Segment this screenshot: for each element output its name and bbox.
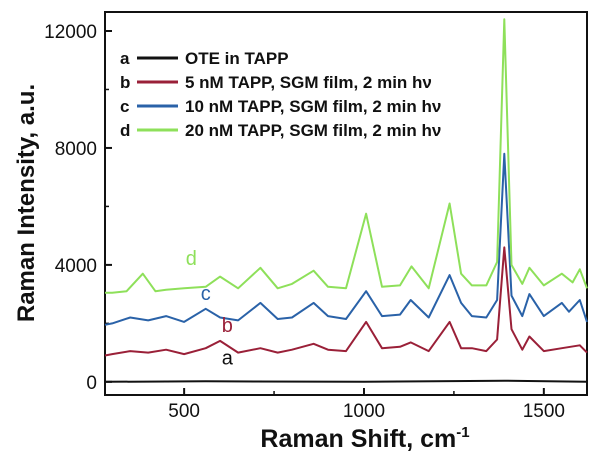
plot-frame [104,11,588,396]
x-axis-title-text: Raman Shift, cm [260,425,456,453]
curve-letter-c: c [201,283,211,305]
legend-label-b: 5 nM TAPP, SGM film, 2 min hν [185,73,432,92]
legend-label-c: 10 nM TAPP, SGM film, 2 min hν [185,97,441,116]
y-axis-title: Raman Intensity, a.u. [13,84,40,322]
x-axis-title: Raman Shift, cm-1 [260,424,469,453]
legend-letter-b: b [120,73,130,92]
series-line-c [104,152,588,326]
y-tick-label: 4000 [55,256,97,277]
y-axis-ticks: 0 4000 8000 12000 [44,22,112,394]
curve-letter-b: b [222,315,233,337]
legend-letter-c: c [120,97,129,116]
y-tick-label: 8000 [55,139,97,160]
y-tick-label: 12000 [44,22,97,43]
legend-label-a: OTE in TAPP [185,49,289,68]
y-tick-label: 0 [86,373,97,394]
series-line-b [104,246,588,357]
series-line-d [105,18,588,294]
series-line-a [104,379,588,383]
x-axis-title-superscript: -1 [456,424,469,441]
curve-letter-d: d [186,248,197,270]
legend-label-d: 20 nM TAPP, SGM film, 2 min hν [185,121,441,140]
legend: a OTE in TAPP b 5 nM TAPP, SGM film, 2 min … [120,49,441,140]
x-axis-ticks: 500 1000 1500 [168,388,565,422]
legend-letter-a: a [120,49,130,68]
curve-letter-a: a [222,347,234,369]
series-lines [104,18,588,383]
x-tick-label: 1000 [343,401,385,422]
x-tick-label: 1500 [523,401,565,422]
x-tick-label: 500 [168,401,200,422]
legend-letter-d: d [120,121,130,140]
